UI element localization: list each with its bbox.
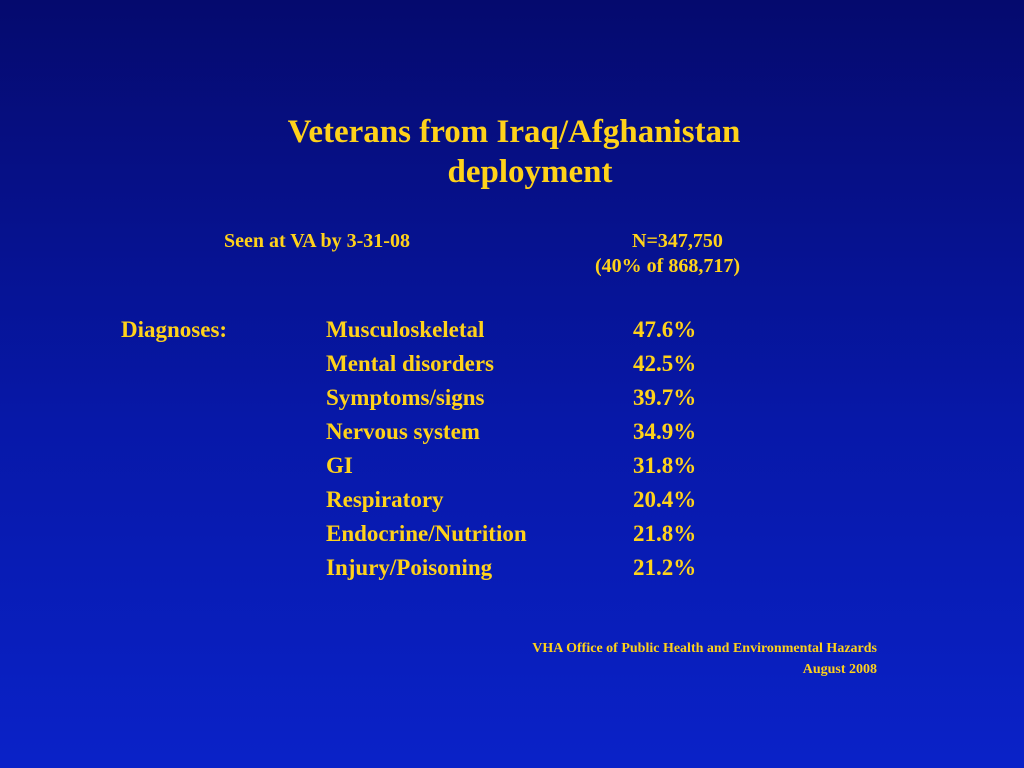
diagnosis-row: Respiratory 20.4% bbox=[326, 484, 746, 518]
diagnosis-name: Respiratory bbox=[326, 487, 444, 512]
diagnosis-name: Injury/Poisoning bbox=[326, 555, 493, 580]
diagnosis-name: Symptoms/signs bbox=[326, 385, 485, 410]
source-date: August 2008 bbox=[802, 662, 877, 677]
diagnosis-percent: 21.2% bbox=[633, 555, 697, 580]
diagnosis-name: Endocrine/Nutrition bbox=[326, 521, 527, 546]
diagnosis-percent: 20.4% bbox=[633, 487, 697, 512]
source-office: VHA Office of Public Health and Environm… bbox=[532, 641, 877, 656]
diagnosis-name: Mental disorders bbox=[326, 351, 495, 376]
seen-percentage: (40% of 868,717) bbox=[595, 255, 740, 277]
diagnosis-percent: 42.5% bbox=[633, 351, 697, 376]
diagnosis-percent: 34.9% bbox=[633, 419, 697, 444]
diagnosis-row: Injury/Poisoning 21.2% bbox=[326, 552, 746, 586]
diagnosis-row: Symptoms/signs 39.7% bbox=[326, 382, 746, 416]
diagnosis-percent: 39.7% bbox=[633, 385, 697, 410]
seen-at-va-label: Seen at VA by 3-31-08 bbox=[224, 230, 410, 252]
diagnosis-name: GI bbox=[326, 453, 353, 478]
diagnosis-row: Musculoskeletal 47.6% bbox=[326, 314, 746, 348]
diagnosis-name: Nervous system bbox=[326, 419, 480, 444]
diagnosis-percent: 21.8% bbox=[633, 521, 697, 546]
seen-count: N=347,750 bbox=[632, 230, 723, 252]
title-line-2: deployment bbox=[447, 154, 613, 190]
diagnoses-label: Diagnoses: bbox=[121, 317, 228, 342]
diagnosis-row: Mental disorders 42.5% bbox=[326, 348, 746, 382]
source-citation: VHA Office of Public Health and Environm… bbox=[532, 638, 877, 680]
title-line-1: Veterans from Iraq/Afghanistan bbox=[287, 114, 741, 150]
diagnosis-percent: 31.8% bbox=[633, 453, 697, 478]
diagnosis-name: Musculoskeletal bbox=[326, 317, 485, 342]
diagnosis-row: Endocrine/Nutrition 21.8% bbox=[326, 518, 746, 552]
diagnoses-list: Musculoskeletal 47.6% Mental disorders 4… bbox=[326, 314, 746, 586]
slide-title: Veterans from Iraq/Afghanistan deploymen… bbox=[0, 112, 1024, 192]
diagnosis-percent: 47.6% bbox=[633, 317, 697, 342]
diagnosis-row: GI 31.8% bbox=[326, 450, 746, 484]
diagnosis-row: Nervous system 34.9% bbox=[326, 416, 746, 450]
